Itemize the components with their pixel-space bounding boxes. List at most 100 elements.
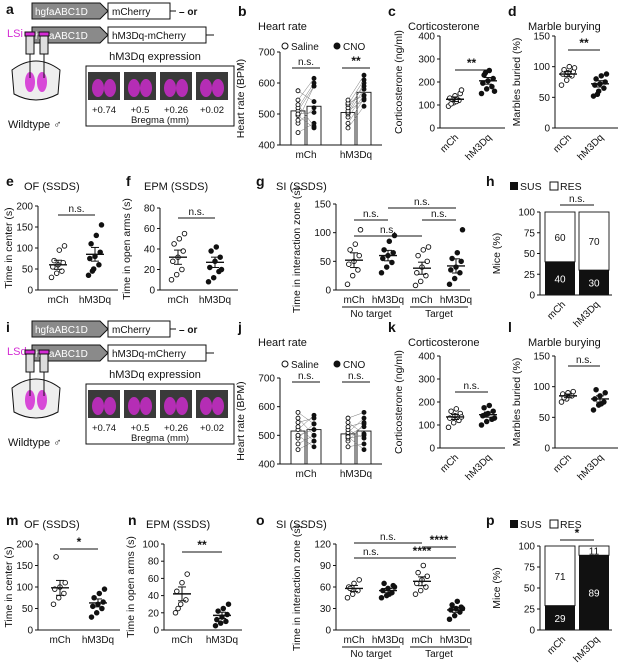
data-point	[415, 569, 421, 576]
y-tick-label: 400	[258, 141, 275, 152]
data-point	[381, 247, 387, 253]
pair-line	[297, 415, 315, 430]
data-point	[174, 588, 180, 595]
expression-signal	[92, 79, 104, 97]
data-point	[378, 270, 385, 276]
data-point	[361, 92, 367, 98]
y-tick-label: 60	[144, 224, 156, 235]
data-point	[346, 261, 352, 267]
data-point	[224, 611, 230, 618]
data-point	[349, 272, 356, 279]
y-axis-label: Corticosterone (ng/ml)	[393, 350, 405, 454]
pair-line	[347, 99, 365, 112]
x-tick-label: hM3Dq	[576, 452, 607, 483]
data-point	[295, 419, 301, 425]
significance-label: n.s.	[431, 209, 447, 220]
data-point	[424, 573, 430, 580]
panel-letter: i	[6, 319, 10, 335]
pair-line	[297, 417, 315, 423]
x-tick-label: mCh	[411, 295, 432, 306]
data-point	[220, 605, 227, 612]
pair-line	[347, 435, 365, 439]
bregma-value: +0.26	[164, 423, 188, 434]
data-point	[98, 222, 105, 228]
pair-line	[297, 78, 315, 101]
legend-swatch-sus	[510, 182, 518, 190]
pair-line	[347, 417, 365, 433]
data-point	[486, 67, 493, 74]
panel-letter: g	[256, 173, 265, 189]
x-tick-label: hM3Dq	[340, 150, 372, 161]
data-point	[62, 579, 68, 586]
pair-line	[297, 426, 315, 442]
bregma-value: +0.26	[164, 105, 188, 116]
data-point	[490, 408, 496, 414]
x-tick-label: mCh	[545, 299, 568, 322]
pair-line	[297, 90, 315, 102]
data-point	[489, 83, 495, 90]
data-point	[225, 601, 232, 607]
data-point	[448, 408, 454, 414]
data-point	[55, 595, 62, 601]
y-tick-label: 50	[539, 413, 551, 424]
data-point	[590, 407, 597, 413]
y-tick-label: 100	[418, 101, 435, 112]
data-point	[295, 441, 301, 447]
data-point	[361, 441, 367, 447]
data-point	[96, 590, 103, 597]
injection-site	[37, 72, 47, 92]
x-tick-label: mCh	[411, 635, 432, 646]
promoter-arrow	[31, 2, 109, 20]
data-point	[59, 268, 65, 274]
legend-marker-cno	[333, 42, 341, 50]
y-tick-label: 500	[258, 431, 275, 442]
data-point	[311, 83, 317, 89]
x-tick-label: mCh	[295, 469, 316, 480]
panel-p: p SUS RES 0 25 50 75 100 Mice (%) 29 71 mCh 89 11 hM3D…	[486, 512, 612, 665]
data-point	[213, 244, 220, 250]
bregma-label: Bregma (mm)	[131, 115, 189, 126]
x-tick-label: hM3Dq	[440, 295, 472, 306]
data-point	[446, 616, 453, 623]
x-tick-label: mCh	[343, 295, 364, 306]
pair-line	[297, 82, 315, 108]
y-tick-label: 300	[418, 375, 435, 386]
data-point	[451, 612, 458, 619]
data-point	[558, 399, 565, 405]
x-tick-label: hM3Dq	[199, 295, 231, 306]
y-tick-label: 150	[16, 223, 33, 234]
panel-letter: h	[486, 173, 495, 189]
category-label: Target	[425, 649, 453, 660]
y-tick-label: 400	[418, 352, 435, 363]
y-axis-label: Marbles buried (%)	[511, 38, 523, 127]
data-point	[311, 432, 317, 438]
promoter-arrow	[31, 320, 109, 338]
y-tick-label: 100	[142, 540, 159, 551]
x-tick-label: mCh	[49, 635, 70, 646]
data-point	[183, 597, 189, 603]
data-point	[361, 419, 367, 425]
brain-section	[11, 378, 61, 419]
panel-title: OF (SSDS)	[24, 519, 80, 531]
y-tick-label: 40	[148, 591, 160, 602]
injection-site	[25, 72, 35, 92]
data-point	[311, 75, 317, 81]
pair-line	[297, 417, 315, 436]
y-axis-label: Mice (%)	[491, 567, 503, 608]
data-point	[172, 610, 179, 616]
pair-line	[347, 426, 365, 436]
data-point	[361, 431, 367, 437]
data-point	[383, 264, 390, 270]
y-tick-label: 600	[258, 402, 275, 413]
panel-letter: l	[508, 319, 512, 335]
construct-or: – or	[179, 325, 197, 336]
data-point	[88, 241, 94, 247]
y-tick-label: 0	[325, 626, 331, 637]
y-tick-label: 100	[314, 228, 331, 239]
significance-label: **	[197, 538, 207, 552]
bregma-value: +0.5	[131, 105, 150, 116]
panel-letter: d	[508, 3, 517, 19]
data-point	[208, 248, 214, 254]
panel-a: a LSi hgfaABC1D mCherry – or hgfaABC1D hM3Dq-m…	[6, 1, 235, 131]
data-point	[344, 595, 351, 601]
